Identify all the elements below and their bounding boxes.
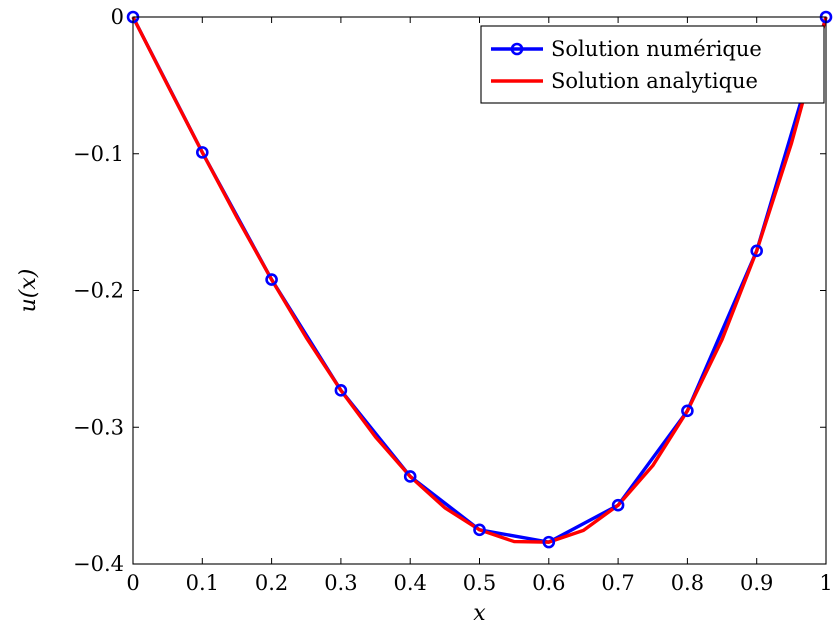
x-tick-label: 1 — [819, 571, 832, 595]
x-tick-label: 0.5 — [463, 571, 496, 595]
tick-layer: 0 0.1 0.2 0.3 0.4 0.5 0.6 0.7 0.8 0.9 1 0 −0.1 −0.2 −0… — [73, 5, 833, 595]
y-tick-label: −0.1 — [73, 142, 124, 166]
data-point-numerique — [750, 244, 764, 258]
data-point-numerique — [473, 523, 486, 537]
x-axis-label: x — [473, 601, 486, 626]
x-tick-label: 0.1 — [186, 571, 219, 595]
x-tick-label: 0.3 — [324, 571, 357, 595]
data-point-numerique — [334, 384, 348, 397]
legend: Solution numérique Solution analytique — [480, 25, 825, 104]
data-point-numerique — [265, 273, 278, 286]
x-tick-label: 0 — [126, 571, 139, 595]
data-point-numerique — [681, 404, 694, 418]
y-axis-label: u(x) — [16, 269, 41, 313]
x-tick-label: 0.9 — [740, 571, 773, 595]
legend-label: Solution analytique — [551, 69, 758, 93]
y-tick-label: −0.2 — [73, 279, 124, 303]
series-line-analytique — [131, 16, 828, 544]
legend-box — [480, 25, 825, 104]
data-point-numerique — [542, 535, 556, 549]
y-tick-label: −0.3 — [73, 415, 124, 439]
series-layer — [126, 10, 833, 549]
data-point-numerique — [403, 470, 417, 483]
y-tick-label: 0 — [111, 5, 124, 29]
x-tick-label: 0.4 — [393, 571, 426, 595]
data-point-numerique — [196, 146, 209, 159]
x-tick-label: 0.8 — [671, 571, 704, 595]
x-tick-label: 0.2 — [255, 571, 288, 595]
x-tick-label: 0.7 — [601, 571, 634, 595]
legend-label: Solution numérique — [551, 37, 762, 61]
y-tick-label: −0.4 — [73, 552, 124, 576]
legend-swatch-marker — [510, 42, 524, 56]
x-tick-label: 0.6 — [532, 571, 565, 595]
data-point-numerique — [611, 498, 625, 512]
